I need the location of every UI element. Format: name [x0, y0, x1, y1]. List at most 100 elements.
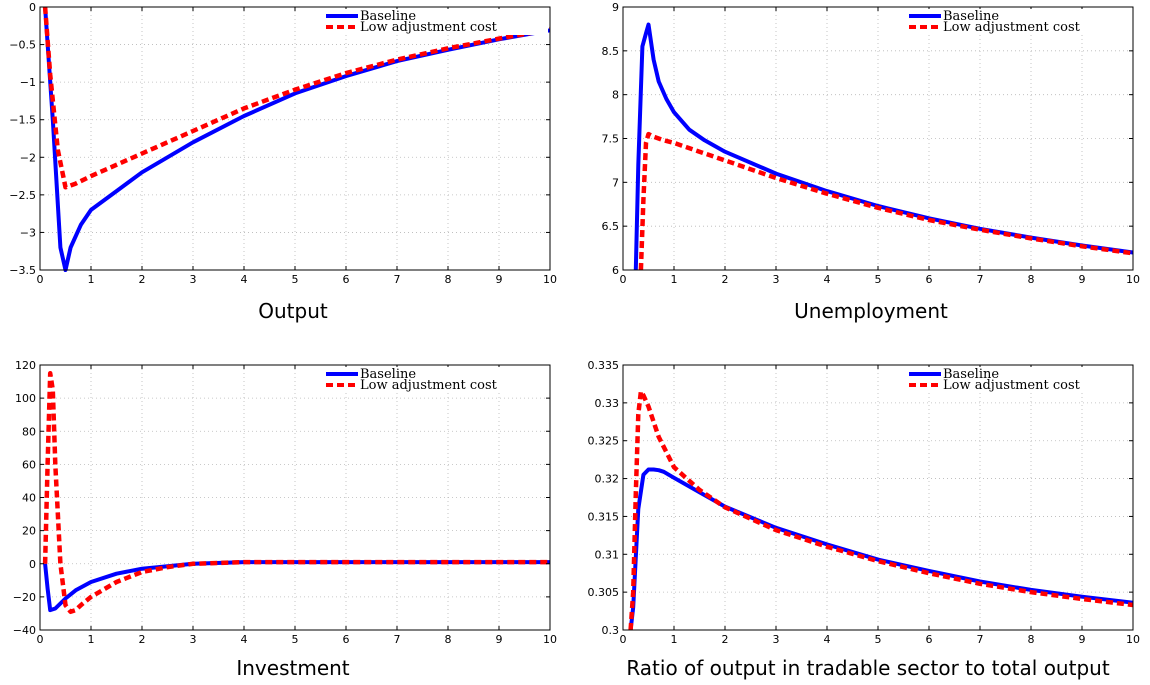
legend-box — [893, 9, 1131, 35]
series-line-low-adjustment-cost — [42, 6, 551, 190]
x-tick-label: 4 — [824, 633, 831, 646]
chart-investment: Investment 0 1 2 3 4 5 6 7 8 9 10 −40 −20 0 20 40 60 80 10… — [13, 359, 557, 680]
x-tick-label: 9 — [1079, 633, 1086, 646]
x-tick-label: 0 — [620, 273, 627, 286]
x-tick-label: 2 — [722, 273, 729, 286]
x-tick-label: 8 — [1028, 273, 1035, 286]
legend-box — [310, 9, 548, 35]
x-tick-label: 9 — [1079, 273, 1086, 286]
y-tick-label: 0.3 — [602, 624, 620, 637]
y-tick-label: 0 — [29, 1, 36, 14]
x-tick-label: 0 — [37, 273, 44, 286]
y-tick-label: −3.5 — [9, 264, 36, 277]
x-tick-label: 8 — [445, 633, 452, 646]
series-line-low-adjustment-cost — [638, 131, 1134, 271]
y-tick-label: −2 — [20, 151, 36, 164]
plot-area — [39, 6, 551, 271]
x-tick-label: 5 — [292, 633, 299, 646]
y-tick-label: −0.5 — [9, 39, 36, 52]
x-tick-label: 7 — [977, 633, 984, 646]
x-tick-label: 1 — [671, 273, 678, 286]
y-tick-label: 8.5 — [602, 45, 620, 58]
legend-label-low-adjustment-cost: Low adjustment cost — [943, 20, 1081, 35]
series-line-low-adjustment-cost — [628, 389, 1134, 631]
x-tick-label: 0 — [620, 633, 627, 646]
y-tick-label: 0.325 — [588, 435, 620, 448]
y-tick-label: 60 — [22, 458, 36, 471]
x-tick-label: 10 — [1126, 633, 1140, 646]
caption-tradable-ratio: Ratio of output in tradable sector to to… — [626, 656, 1109, 680]
x-tick-label: 1 — [88, 273, 95, 286]
x-tick-label: 4 — [241, 633, 248, 646]
x-tick-label: 8 — [445, 273, 452, 286]
x-tick-label: 2 — [139, 633, 146, 646]
x-tick-label: 6 — [926, 273, 933, 286]
chart-tradable-ratio: Ratio of output in tradable sector to to… — [588, 359, 1141, 680]
x-tick-label: 9 — [496, 633, 503, 646]
caption-output: Output — [258, 299, 328, 323]
x-tick-label: 3 — [773, 633, 780, 646]
x-tick-label: 3 — [190, 633, 197, 646]
legend-box — [310, 367, 548, 393]
legend-label-low-adjustment-cost: Low adjustment cost — [360, 378, 498, 393]
x-tick-label: 2 — [139, 273, 146, 286]
y-tick-label: 6.5 — [602, 220, 620, 233]
y-tick-label: 40 — [22, 492, 36, 505]
y-tick-label: 120 — [15, 359, 36, 372]
x-tick-label: 7 — [394, 633, 401, 646]
y-tick-label: 0 — [29, 558, 36, 571]
y-tick-label: 6 — [612, 264, 619, 277]
x-tick-label: 4 — [824, 273, 831, 286]
x-tick-label: 10 — [543, 633, 557, 646]
legend-label-baseline: Baseline — [943, 9, 999, 24]
y-tick-label: −20 — [13, 591, 36, 604]
caption-investment: Investment — [236, 656, 349, 680]
x-tick-label: 3 — [773, 273, 780, 286]
series-line-baseline — [43, 560, 550, 613]
y-tick-label: −1.5 — [9, 114, 36, 127]
y-tick-label: 20 — [22, 525, 36, 538]
x-tick-label: 4 — [241, 273, 248, 286]
y-tick-label: 9 — [612, 1, 619, 14]
x-tick-label: 3 — [190, 273, 197, 286]
caption-unemployment: Unemployment — [794, 299, 948, 323]
y-tick-label: −1 — [20, 76, 36, 89]
x-tick-label: 2 — [722, 633, 729, 646]
x-tick-label: 5 — [292, 273, 299, 286]
x-tick-label: 8 — [1028, 633, 1035, 646]
y-tick-label: 0.33 — [595, 397, 620, 410]
x-tick-label: 5 — [875, 273, 882, 286]
x-tick-label: 6 — [343, 273, 350, 286]
y-tick-label: 0.335 — [588, 359, 620, 372]
chart-output: Output 0 1 2 3 4 5 6 7 8 9 10 −3.5 −3 −2.5 −2 −1.5 −1 −0.… — [9, 1, 557, 323]
y-tick-label: 80 — [22, 425, 36, 438]
x-tick-label: 10 — [1126, 273, 1140, 286]
series-line-low-adjustment-cost — [42, 371, 550, 615]
legend-label-low-adjustment-cost: Low adjustment cost — [943, 378, 1081, 393]
legend-label-baseline: Baseline — [360, 9, 416, 24]
legend-box — [893, 367, 1131, 393]
y-tick-label: 0.32 — [595, 473, 620, 486]
y-tick-label: 0.31 — [595, 548, 620, 561]
y-tick-label: 0.305 — [588, 586, 620, 599]
x-tick-label: 1 — [671, 633, 678, 646]
x-tick-label: 1 — [88, 633, 95, 646]
y-tick-label: 100 — [15, 392, 36, 405]
y-tick-label: 7.5 — [602, 133, 620, 146]
y-tick-label: −3 — [20, 226, 36, 239]
x-tick-label: 7 — [977, 273, 984, 286]
x-tick-label: 10 — [543, 273, 557, 286]
x-tick-label: 7 — [394, 273, 401, 286]
legend-label-low-adjustment-cost: Low adjustment cost — [360, 20, 498, 35]
x-tick-label: 6 — [343, 633, 350, 646]
y-tick-label: 0.315 — [588, 510, 620, 523]
legend-label-baseline: Baseline — [360, 367, 416, 382]
x-tick-label: 0 — [37, 633, 44, 646]
x-tick-label: 9 — [496, 273, 503, 286]
x-tick-label: 5 — [875, 633, 882, 646]
chart-unemployment: Unemployment 0 1 2 3 4 5 6 7 8 9 10 6 6.5 7 7.5 8 8.5 9 Ba… — [602, 1, 1141, 323]
y-tick-label: 8 — [612, 89, 619, 102]
y-tick-label: −2.5 — [9, 189, 36, 202]
y-tick-label: 7 — [612, 176, 619, 189]
